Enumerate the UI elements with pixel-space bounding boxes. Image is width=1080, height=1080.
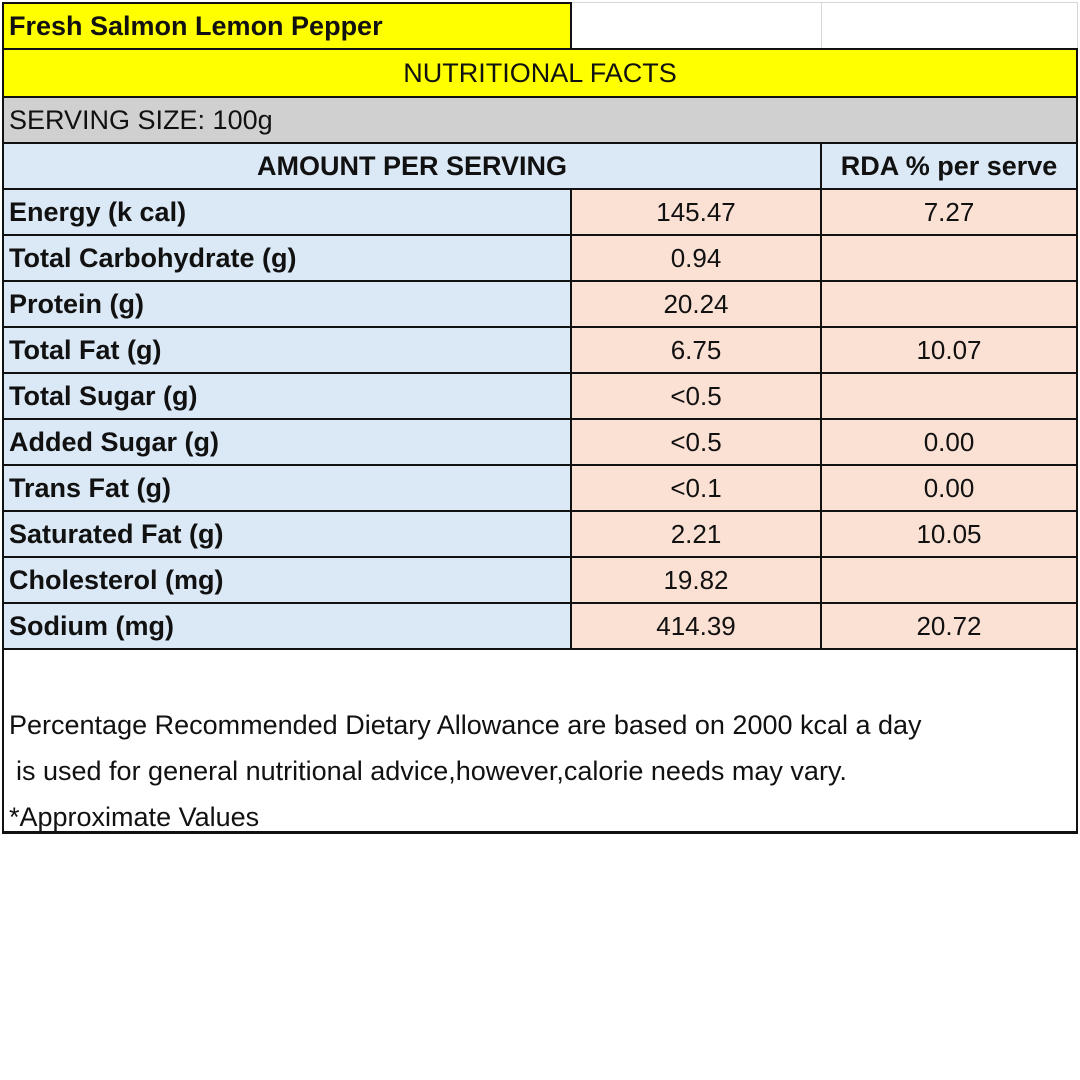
footnote-line-2: is used for general nutritional advice,h… <box>16 756 847 786</box>
nutrient-amount: 19.82 <box>572 558 822 602</box>
nutrient-name: Sodium (mg) <box>4 604 572 648</box>
table-row: Cholesterol (mg) 19.82 <box>4 558 1076 604</box>
footnote-line-3: *Approximate Values <box>9 802 260 832</box>
table-row: Total Fat (g) 6.75 10.07 <box>4 328 1076 374</box>
nutrient-name: Saturated Fat (g) <box>4 512 572 556</box>
table-header-row: AMOUNT PER SERVING RDA % per serve <box>4 144 1076 190</box>
table-row: Total Carbohydrate (g) 0.94 <box>4 236 1076 282</box>
nutrient-name: Added Sugar (g) <box>4 420 572 464</box>
table-row: Added Sugar (g) <0.5 0.00 <box>4 420 1076 466</box>
nutrient-rda <box>822 282 1076 326</box>
nutrient-name: Total Carbohydrate (g) <box>4 236 572 280</box>
nutrient-rda: 0.00 <box>822 420 1076 464</box>
nutrition-facts-sheet: Fresh Salmon Lemon Pepper NUTRITIONAL FA… <box>2 2 1078 834</box>
nutrient-amount: <0.5 <box>572 374 822 418</box>
nutrient-rda: 10.07 <box>822 328 1076 372</box>
nutrient-amount: 0.94 <box>572 236 822 280</box>
table-row: Energy (k cal) 145.47 7.27 <box>4 190 1076 236</box>
empty-cell <box>572 2 822 48</box>
table-row: Protein (g) 20.24 <box>4 282 1076 328</box>
nutrient-rda: 7.27 <box>822 190 1076 234</box>
nutrient-amount: <0.1 <box>572 466 822 510</box>
nutrient-amount: 6.75 <box>572 328 822 372</box>
table-row: Sodium (mg) 414.39 20.72 <box>4 604 1076 650</box>
footnote: Percentage Recommended Dietary Allowance… <box>2 650 1078 834</box>
nutrient-name: Cholesterol (mg) <box>4 558 572 602</box>
empty-cell <box>822 2 1078 48</box>
nutrient-name: Trans Fat (g) <box>4 466 572 510</box>
nutrient-rda: 10.05 <box>822 512 1076 556</box>
rda-header: RDA % per serve <box>822 144 1076 188</box>
nutrient-rda <box>822 236 1076 280</box>
product-title: Fresh Salmon Lemon Pepper <box>2 2 572 48</box>
nutrient-amount: 414.39 <box>572 604 822 648</box>
nutrient-rda: 0.00 <box>822 466 1076 510</box>
title-row: Fresh Salmon Lemon Pepper <box>2 2 1078 48</box>
nutrient-rda: 20.72 <box>822 604 1076 648</box>
nutrient-name: Protein (g) <box>4 282 572 326</box>
serving-size: SERVING SIZE: 100g <box>2 96 1078 142</box>
footnote-line-1: Percentage Recommended Dietary Allowance… <box>9 710 922 740</box>
table-row: Trans Fat (g) <0.1 0.00 <box>4 466 1076 512</box>
nutrient-amount: 145.47 <box>572 190 822 234</box>
nutrient-amount: 20.24 <box>572 282 822 326</box>
table-row: Saturated Fat (g) 2.21 10.05 <box>4 512 1076 558</box>
nutrient-name: Total Sugar (g) <box>4 374 572 418</box>
nutrition-table: AMOUNT PER SERVING RDA % per serve Energ… <box>2 142 1078 650</box>
nutrient-amount: <0.5 <box>572 420 822 464</box>
nutrient-rda <box>822 558 1076 602</box>
amount-per-serving-header: AMOUNT PER SERVING <box>4 144 822 188</box>
nutrient-amount: 2.21 <box>572 512 822 556</box>
nutrient-name: Total Fat (g) <box>4 328 572 372</box>
table-row: Total Sugar (g) <0.5 <box>4 374 1076 420</box>
nutrient-name: Energy (k cal) <box>4 190 572 234</box>
nutrient-rda <box>822 374 1076 418</box>
section-title: NUTRITIONAL FACTS <box>2 48 1078 96</box>
